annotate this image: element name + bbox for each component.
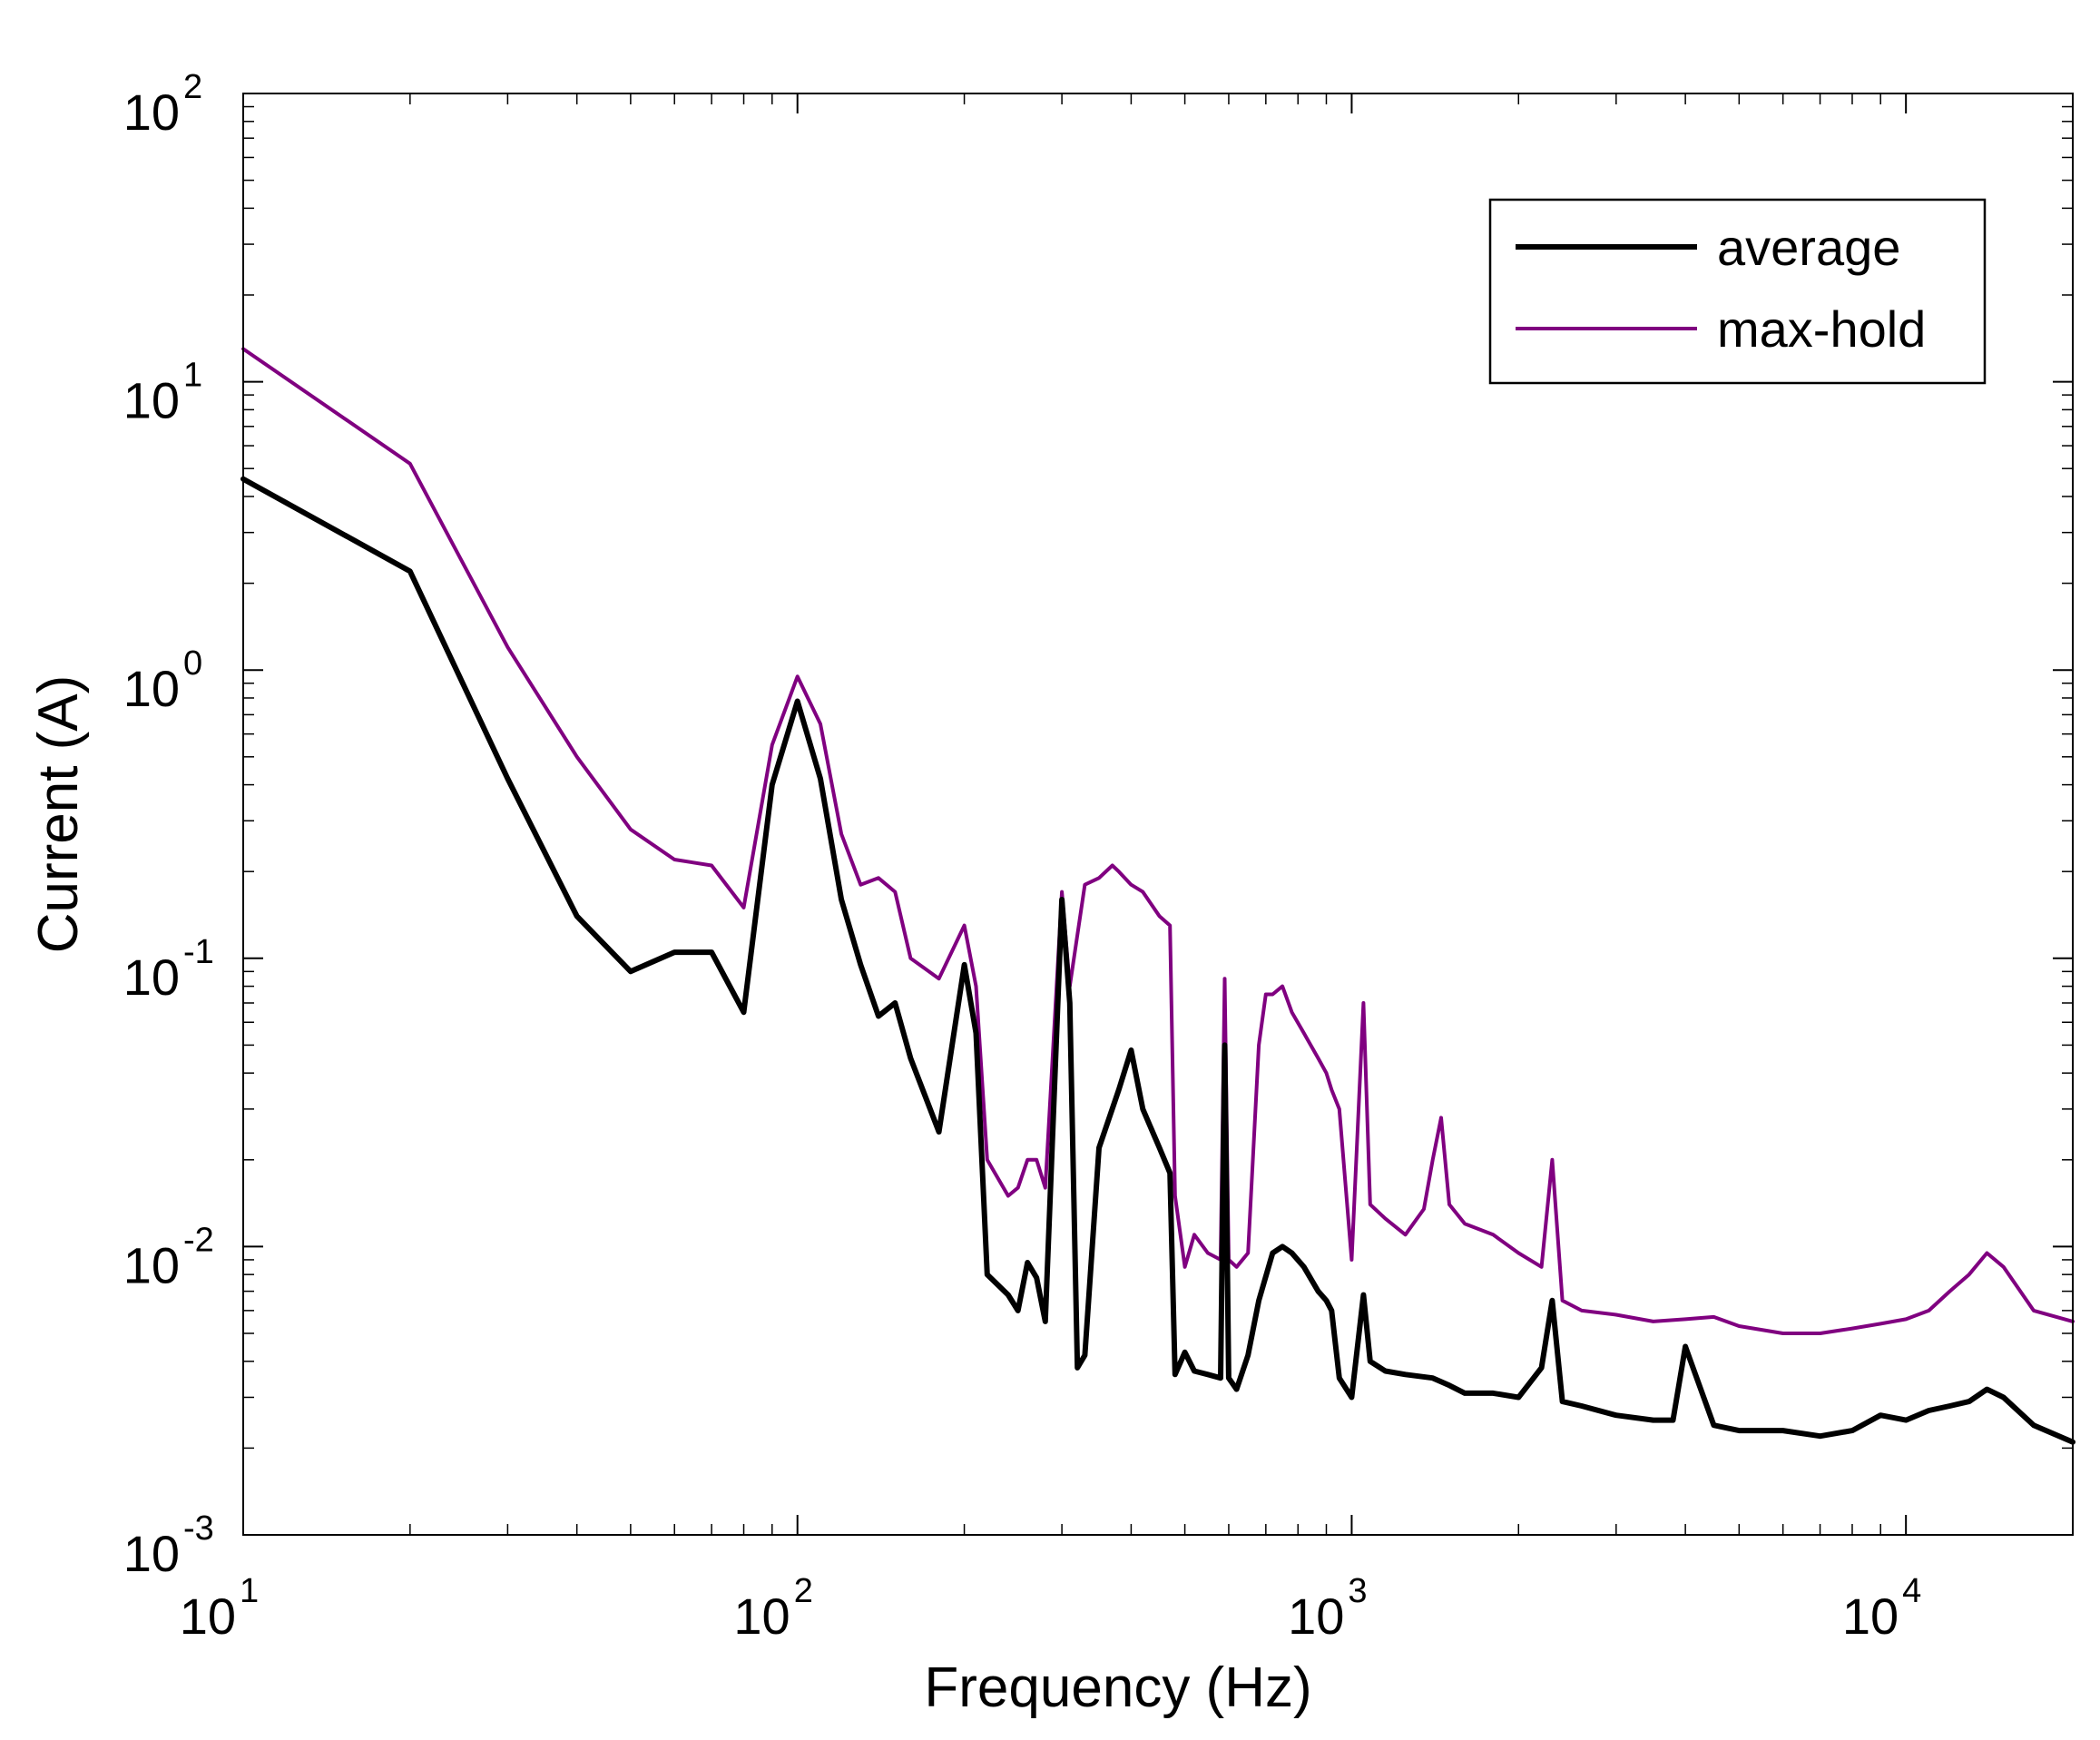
x-tick-label: 10 [733,1588,790,1645]
y-tick-label: 10 [123,660,180,717]
x-tick-label: 10 [180,1588,236,1645]
legend: average max-hold [1488,198,1987,385]
y-tick-exponent: 1 [183,357,202,395]
legend-label-max-hold: max-hold [1717,300,1926,358]
series-layer [240,347,2075,1445]
legend-label-average: average [1717,219,1900,276]
y-tick-exponent: 2 [183,68,202,106]
y-tick-exponent: -1 [183,933,214,971]
y-tick-exponent: -3 [183,1509,214,1548]
y-tick-label: 10 [123,1525,180,1582]
x-tick-exponent: 4 [1902,1572,1921,1610]
y-tick-label: 10 [123,1236,180,1293]
minor-ticks [243,93,2073,1535]
x-tick-exponent: 2 [794,1572,813,1610]
y-tick-exponent: -2 [183,1221,214,1259]
series-line-max-hold [241,347,2075,1335]
y-tick-exponent: 0 [183,644,202,683]
legend-box [1488,198,1987,385]
y-tick-label: 10 [123,949,180,1006]
x-tick-exponent: 3 [1348,1572,1367,1610]
x-tick-label: 10 [1288,1588,1344,1645]
x-tick-labels: 10 1 10 2 10 3 10 4 [180,1572,1922,1645]
x-axis-label: Frequency (Hz) [924,1656,1311,1719]
x-tick-exponent: 1 [240,1572,259,1610]
series-line-average [240,476,2075,1445]
y-tick-label: 10 [123,84,180,141]
y-axis-label: Current (A) [27,675,90,954]
x-tick-label: 10 [1842,1588,1899,1645]
y-tick-label: 10 [123,372,180,429]
plot-frame [242,93,2074,1536]
